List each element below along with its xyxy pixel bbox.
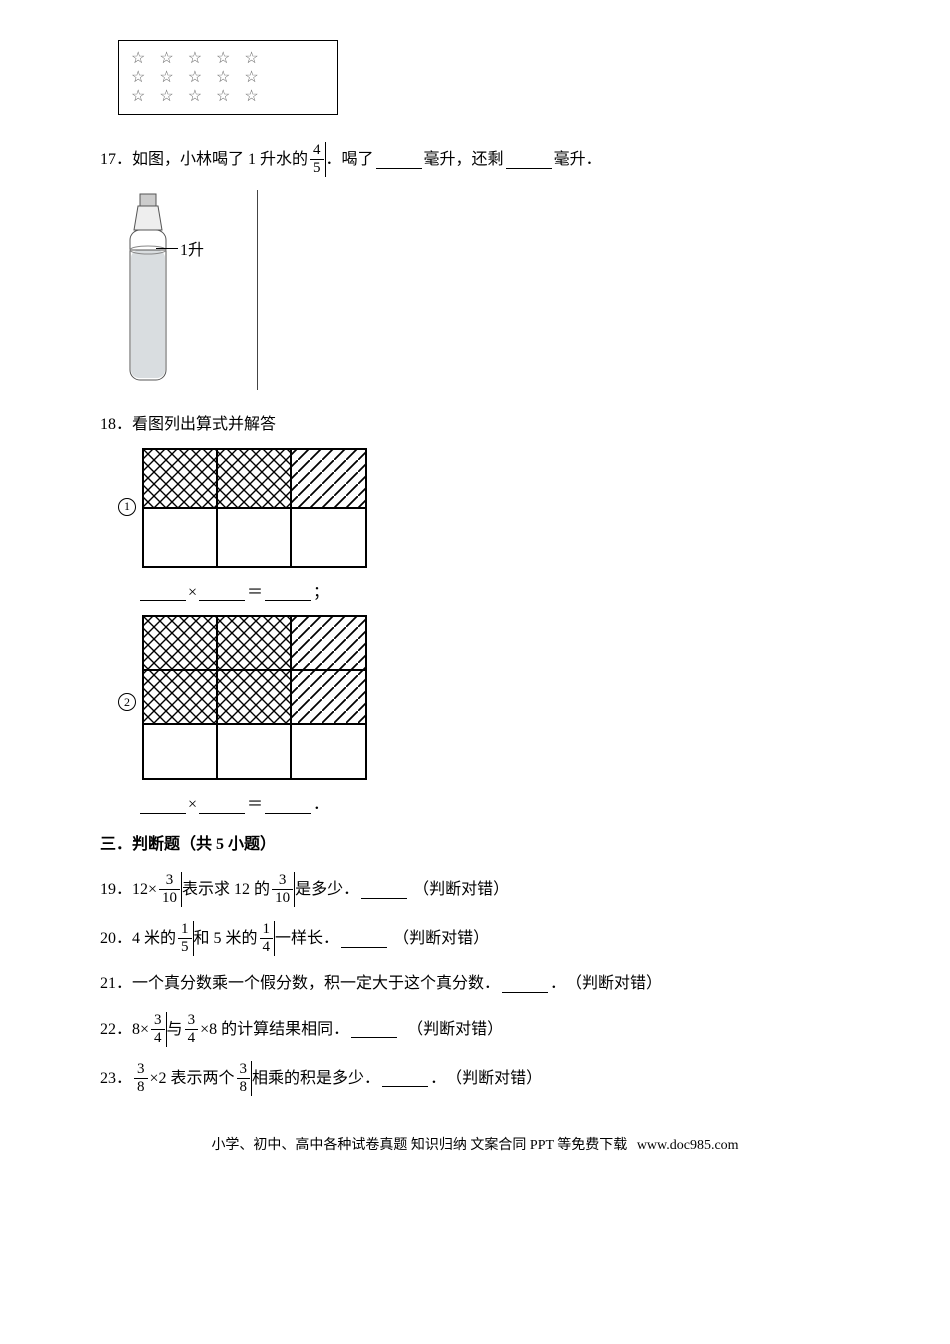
q21-num: 21． [100, 971, 132, 997]
q20-num: 20． [100, 926, 132, 952]
q23-post: 相乘的积是多少． [252, 1066, 380, 1092]
fraction-3-4: 3 4 [151, 1013, 165, 1046]
equation-1: × ＝ ； [138, 580, 850, 606]
blank [265, 796, 311, 814]
eq1-tail: ； [313, 580, 329, 606]
blank [502, 975, 548, 993]
circle-number-2: 2 [118, 693, 136, 711]
blank [265, 583, 311, 601]
question-21: 21． 一个真分数乘一个假分数，积一定大于这个真分数． ． （判断对错） [100, 971, 850, 997]
q19-num: 19． [100, 877, 132, 903]
q19-judge: （判断对错） [413, 877, 509, 903]
stars-box: ☆☆☆☆☆ ☆☆☆☆☆ ☆☆☆☆☆ [118, 40, 338, 115]
q22-num: 22． [100, 1017, 132, 1043]
q19-post: 是多少． [295, 877, 359, 903]
blank [351, 1020, 397, 1038]
question-18: 18． 看图列出算式并解答 [100, 412, 850, 438]
star-row: ☆☆☆☆☆ [131, 49, 325, 68]
q23-judge: ． （判断对错） [430, 1066, 542, 1092]
q19-pre: 12× [132, 877, 157, 903]
q23-mid: ×2 表示两个 [150, 1066, 235, 1092]
bottle-svg [118, 190, 178, 390]
q22-mid: 与 [167, 1017, 183, 1043]
q23-num: 23． [100, 1066, 132, 1092]
q18-num: 18． [100, 412, 132, 438]
circle-number-1: 1 [118, 498, 136, 516]
q20-mid: 和 5 米的 [194, 926, 258, 952]
q21-judge: ． （判断对错） [550, 971, 662, 997]
blank [376, 151, 422, 169]
op-mult: × [188, 580, 197, 606]
question-20: 20． 4 米的 1 5 和 5 米的 1 4 一样长． （判断对错） [100, 922, 850, 955]
q17-unit1: 毫升，还剩 [424, 147, 504, 173]
fraction-1-5: 1 5 [178, 922, 192, 955]
fraction-1-4: 1 4 [260, 922, 274, 955]
eq2-tail: ． [313, 792, 329, 818]
fraction-3-8: 3 8 [134, 1062, 148, 1095]
q20-judge: （判断对错） [393, 926, 489, 952]
blank [361, 881, 407, 899]
star-row: ☆☆☆☆☆ [131, 87, 325, 106]
q21-text: 一个真分数乘一个假分数，积一定大于这个真分数． [132, 971, 500, 997]
q20-post: 一样长． [275, 926, 339, 952]
q19-mid: 表示求 12 的 [182, 877, 270, 903]
one-liter-label: 1升 [180, 238, 204, 264]
section-3-heading: 三．判断题（共 5 小题） [100, 832, 850, 858]
fraction-3-8: 3 8 [237, 1062, 251, 1095]
star-row: ☆☆☆☆☆ [131, 68, 325, 87]
footer-text: 小学、初中、高中各种试卷真题 知识归纳 文案合同 PPT 等免费下载 [211, 1138, 627, 1153]
q22-judge: （判断对错） [399, 1017, 503, 1043]
fraction-3-10: 3 10 [159, 873, 180, 906]
q17-mid1: ．喝了 [326, 147, 374, 173]
op-eq: ＝ [247, 792, 263, 818]
q20-pre: 4 米的 [132, 926, 176, 952]
q22-post: ×8 的计算结果相同． [200, 1017, 349, 1043]
question-22: 22． 8× 3 4 与 3 4 ×8 的计算结果相同． （判断对错） [100, 1013, 850, 1046]
blank [140, 583, 186, 601]
page-footer: 小学、初中、高中各种试卷真题 知识归纳 文案合同 PPT 等免费下载 www.d… [100, 1135, 850, 1157]
op-mult: × [188, 792, 197, 818]
question-17: 17． 如图，小林喝了 1 升水的 4 5 ．喝了 毫升，还剩 毫升． [100, 143, 850, 176]
equation-2: × ＝ ． [138, 792, 850, 818]
blank [382, 1069, 428, 1087]
fraction-3-4: 3 4 [185, 1013, 199, 1046]
diagram2-svg [142, 615, 367, 780]
blank [506, 151, 552, 169]
diagram-1: 1 [118, 448, 850, 568]
footer-url: www.doc985.com [637, 1138, 739, 1153]
q18-text: 看图列出算式并解答 [132, 412, 276, 438]
q17-num: 17． [100, 147, 132, 173]
fraction-3-10: 3 10 [272, 873, 293, 906]
q17-unit2: 毫升． [554, 147, 602, 173]
op-eq: ＝ [247, 580, 263, 606]
blank [199, 796, 245, 814]
q17-prefix: 如图，小林喝了 1 升水的 [132, 147, 308, 173]
question-19: 19． 12× 3 10 表示求 12 的 3 10 是多少． （判断对错） [100, 873, 850, 906]
blank [140, 796, 186, 814]
q22-pre: 8× [132, 1017, 149, 1043]
question-23: 23． 3 8 ×2 表示两个 3 8 相乘的积是多少． ． （判断对错） [100, 1062, 850, 1095]
blank [341, 930, 387, 948]
bottle-figure: 1升 [118, 190, 258, 390]
diagram-2: 2 [118, 615, 850, 780]
blank [199, 583, 245, 601]
diagram1-svg [142, 448, 367, 568]
fraction-4-5: 4 5 [310, 143, 324, 176]
